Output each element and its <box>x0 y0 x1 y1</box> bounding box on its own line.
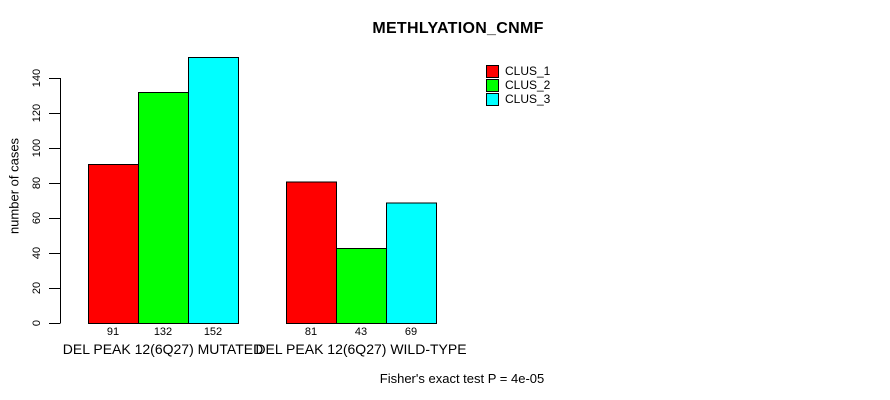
bar-CLUS_3-group2 <box>386 202 437 324</box>
bar-CLUS_1-group1 <box>88 163 139 324</box>
bar-value-label-CLUS_1-group2: 81 <box>305 326 317 338</box>
y-axis-tick-label: 140 <box>31 69 43 87</box>
legend: CLUS_1 CLUS_2 CLUS_3 <box>486 65 550 107</box>
y-axis-title: number of cases <box>7 137 22 234</box>
legend-row-CLUS_2: CLUS_2 <box>486 79 550 92</box>
bar-value-label-CLUS_3-group2: 69 <box>405 326 417 338</box>
bar-CLUS_2-group2 <box>336 247 387 324</box>
legend-label-CLUS_3: CLUS_3 <box>505 92 551 106</box>
y-axis-tick-label: 80 <box>31 177 43 189</box>
bar-value-label-CLUS_1-group1: 91 <box>107 326 119 338</box>
y-axis-tick-label: 120 <box>31 104 43 122</box>
bar-CLUS_3-group1 <box>188 57 239 324</box>
y-axis-tick-label: 0 <box>31 320 43 326</box>
y-axis-tick-label: 40 <box>31 247 43 259</box>
fisher-test-annotation: Fisher's exact test P = 4e-05 <box>379 371 545 386</box>
category-label-wild-type: DEL PEAK 12(6Q27) WILD-TYPE <box>255 341 467 357</box>
y-axis-tick-label: 20 <box>31 282 43 294</box>
chart-title: METHLYATION_CNMF <box>372 20 544 37</box>
category-label-mutated: DEL PEAK 12(6Q27) MUTATED <box>62 341 264 357</box>
bar-value-label-CLUS_2-group1: 132 <box>154 326 172 338</box>
bar-CLUS_1-group2 <box>286 181 337 324</box>
legend-row-CLUS_3: CLUS_3 <box>486 93 550 106</box>
bar-value-label-CLUS_3-group1: 152 <box>204 326 222 338</box>
y-axis-tick-label: 60 <box>31 212 43 224</box>
legend-swatch-CLUS_3 <box>486 93 499 106</box>
y-axis-tick-label: 100 <box>31 139 43 157</box>
bar-CLUS_2-group1 <box>138 92 189 324</box>
bar-value-label-CLUS_2-group2: 43 <box>355 326 367 338</box>
legend-label-CLUS_1: CLUS_1 <box>505 64 551 78</box>
legend-swatch-CLUS_1 <box>486 65 499 78</box>
legend-label-CLUS_2: CLUS_2 <box>505 78 551 92</box>
legend-swatch-CLUS_2 <box>486 79 499 92</box>
legend-row-CLUS_1: CLUS_1 <box>486 65 550 78</box>
